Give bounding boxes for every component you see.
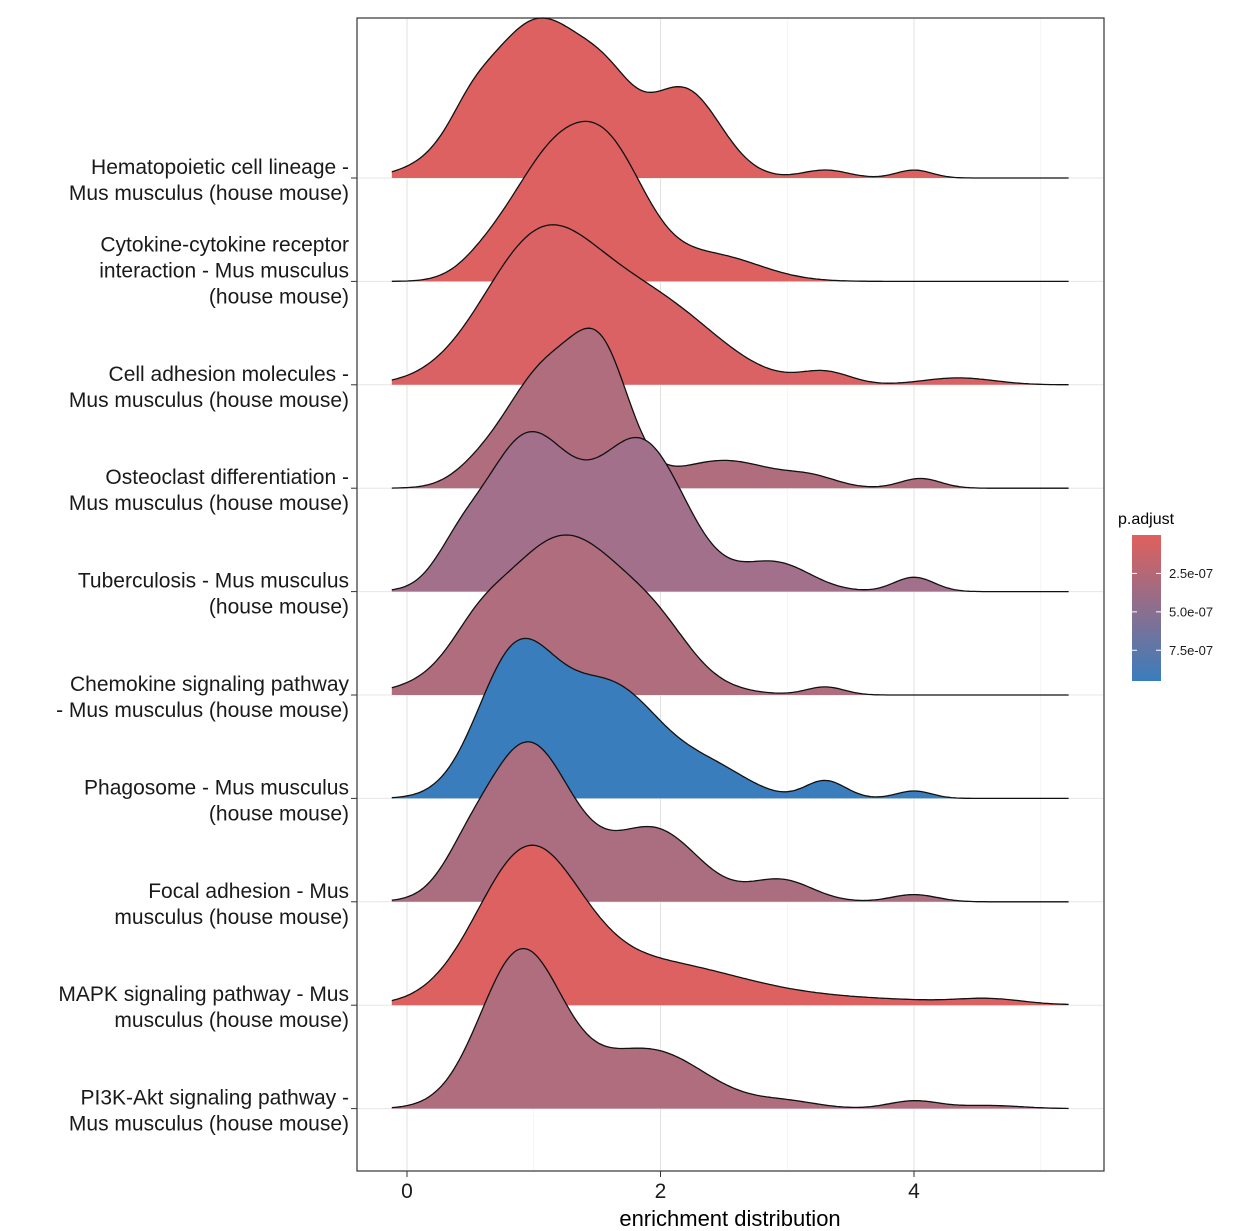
y-tick-label: (house mouse): [209, 802, 349, 825]
ridge-outline: [391, 327, 1069, 489]
legend-title: p.adjust: [1118, 511, 1175, 528]
y-label-3: Osteoclast differentiation - Mus musculus…: [69, 466, 357, 515]
ridge-outline: [391, 17, 1069, 179]
y-tick-label: musculus (house mouse): [114, 906, 349, 929]
x-tick-label: 4: [908, 1180, 920, 1203]
ridge-area: [391, 535, 1069, 695]
ridge-area: [391, 638, 1069, 799]
legend-tick-label: 2.5e-07: [1169, 566, 1213, 581]
ridge-area: [391, 845, 1069, 1006]
y-tick-label: Tuberculosis - Mus musculus: [78, 570, 349, 593]
y-tick-label: Mus musculus (house mouse): [69, 492, 349, 515]
x-tick-label: 2: [655, 1180, 667, 1203]
y-tick-label: (house mouse): [209, 285, 349, 308]
ridge-area: [391, 741, 1069, 902]
y-tick-label: Focal adhesion - Mus: [148, 880, 349, 903]
y-tick-label: Chemokine signaling pathway: [70, 673, 349, 696]
legend-colorbar: [1132, 535, 1161, 681]
y-label-2: Cell adhesion molecules - Mus musculus (h…: [69, 363, 357, 412]
y-tick-label: - Mus musculus (house mouse): [56, 699, 349, 722]
x-tick-label: 0: [401, 1180, 413, 1203]
y-label-1: Cytokine-cytokine receptor interaction - …: [99, 233, 357, 308]
y-tick-label: interaction - Mus musculus: [99, 259, 349, 282]
ridge-5: [391, 534, 1069, 696]
ridge-outline: [391, 120, 1069, 283]
x-axis: 0 2 4: [401, 1171, 920, 1203]
y-tick-label: (house mouse): [209, 596, 349, 619]
legend-ticks: 2.5e-07 5.0e-07 7.5e-07: [1132, 566, 1213, 658]
ridges: [391, 17, 1069, 1110]
ridge-9: [391, 947, 1069, 1110]
ridge-area: [391, 948, 1069, 1109]
y-tick-label: Mus musculus (house mouse): [69, 389, 349, 412]
y-label-6: Phagosome - Mus musculus (house mouse): [84, 776, 357, 825]
y-tick-label: Hematopoietic cell lineage -: [91, 156, 349, 179]
ridge-outline: [391, 947, 1069, 1110]
ridge-outline: [391, 844, 1069, 1006]
legend: p.adjust 2.5e-07 5.0e-07 7.5e-07: [1118, 511, 1213, 681]
y-tick-label: musculus (house mouse): [114, 1009, 349, 1032]
ridge-7: [391, 741, 1069, 903]
x-axis-title: enrichment distribution: [619, 1206, 840, 1231]
y-tick-label: Osteoclast differentiation -: [105, 466, 349, 489]
legend-tick-label: 5.0e-07: [1169, 604, 1213, 619]
ridge-outline: [391, 430, 1069, 593]
y-label-0: Hematopoietic cell lineage - Mus musculus…: [69, 156, 357, 205]
ridge-outline: [391, 741, 1069, 903]
ridge-outline: [391, 637, 1069, 800]
y-tick-label: Cytokine-cytokine receptor: [100, 233, 349, 256]
y-label-5: Chemokine signaling pathway - Mus musculu…: [56, 673, 357, 722]
ridge-outline: [391, 224, 1069, 386]
y-label-8: MAPK signaling pathway - Mus musculus (ho…: [58, 983, 357, 1032]
y-tick-label: Mus musculus (house mouse): [69, 182, 349, 205]
legend-tick-label: 7.5e-07: [1169, 643, 1213, 658]
y-tick-label: Mus musculus (house mouse): [69, 1113, 349, 1136]
ridge-6: [391, 637, 1069, 800]
y-axis-labels: Hematopoietic cell lineage - Mus musculus…: [56, 156, 357, 1136]
y-label-9: PI3K-Akt signaling pathway - Mus musculus…: [69, 1087, 357, 1136]
y-tick-label: Cell adhesion molecules -: [109, 363, 349, 386]
y-label-4: Tuberculosis - Mus musculus (house mouse): [78, 570, 357, 619]
y-label-7: Focal adhesion - Mus musculus (house mous…: [114, 880, 357, 929]
ridge-8: [391, 844, 1069, 1006]
y-tick-label: Phagosome - Mus musculus: [84, 776, 349, 799]
y-tick-label: PI3K-Akt signaling pathway -: [81, 1087, 349, 1110]
ridge-outline: [391, 534, 1069, 696]
y-tick-label: MAPK signaling pathway - Mus: [58, 983, 349, 1006]
